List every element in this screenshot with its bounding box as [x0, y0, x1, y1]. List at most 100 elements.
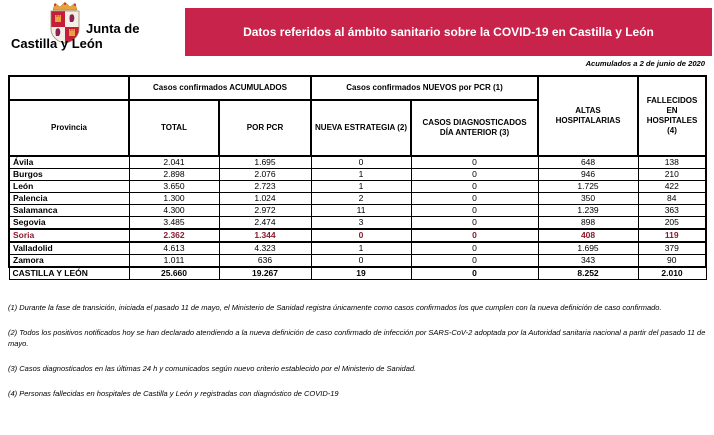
table-row: León 3.650 2.723 1 0 1.725 422 [8, 180, 708, 193]
table-row: Ávila 2.041 1.695 0 0 648 138 [8, 155, 708, 169]
value-cell: 4.300 [128, 204, 220, 217]
value-cell: 90 [637, 254, 708, 268]
value-cell: 343 [537, 254, 639, 268]
value-cell: 422 [637, 180, 708, 193]
value-cell: 205 [637, 216, 708, 230]
value-cell: 2.474 [218, 216, 312, 230]
value-cell: 0 [310, 155, 412, 169]
value-cell: 4.613 [128, 241, 220, 255]
table-sub-header-row: Provincia TOTAL POR PCR NUEVA ESTRATEGIA… [8, 99, 706, 157]
value-cell: 0 [410, 228, 539, 243]
value-cell: 3.650 [128, 180, 220, 193]
value-cell: 210 [637, 168, 708, 181]
value-cell: 636 [218, 254, 312, 268]
value-cell: 363 [637, 204, 708, 217]
value-cell: 350 [537, 192, 639, 205]
value-cell: 84 [637, 192, 708, 205]
table-row: Palencia 1.300 1.024 2 0 350 84 [8, 192, 708, 205]
footnote-3: (3) Casos diagnosticados en las últimas … [8, 363, 417, 373]
junta-logo: Junta de Castilla y León [0, 0, 180, 56]
value-cell: 1.024 [218, 192, 312, 205]
value-cell: 898 [537, 216, 639, 230]
value-cell: 4.323 [218, 241, 312, 255]
province-cell: Valladolid [8, 241, 130, 255]
group-header-new-pcr: Casos confirmados NUEVOS por PCR (1) [310, 75, 540, 101]
col-header-nueva-estrategia: NUEVA ESTRATEGIA (2) [310, 99, 413, 157]
total-row-fallecidos: 2.010 [637, 266, 707, 280]
province-cell: Palencia [8, 192, 130, 205]
total-row-label: CASTILLA Y LEÓN [8, 266, 130, 280]
value-cell: 408 [537, 228, 639, 243]
value-cell: 0 [310, 228, 412, 243]
total-row-nueva: 19 [310, 266, 412, 280]
coat-of-arms-icon [50, 2, 80, 44]
province-cell: Burgos [8, 168, 130, 181]
value-cell: 3.485 [128, 216, 220, 230]
value-cell: 2.898 [128, 168, 220, 181]
col-header-casos-diagnosticados: CASOS DIAGNOSTICADOS DÍA ANTERIOR (3) [410, 99, 540, 157]
value-cell: 2.076 [218, 168, 312, 181]
table-group-header-row: Casos confirmados ACUMULADOS Casos confi… [8, 75, 708, 157]
logo-text-line2: Castilla y León [11, 36, 103, 51]
footnote-2: (2) Todos los positivos notificados hoy … [8, 327, 706, 348]
logo-text-line1: Junta de [86, 21, 140, 36]
blank-corner-cell [8, 75, 130, 101]
value-cell: 1.300 [128, 192, 220, 205]
value-cell: 1.695 [537, 241, 639, 255]
value-cell: 0 [410, 204, 539, 217]
value-cell: 0 [410, 180, 539, 193]
value-cell: 2.362 [128, 228, 220, 243]
value-cell: 0 [410, 216, 539, 230]
value-cell: 2.723 [218, 180, 312, 193]
province-cell: Zamora [8, 254, 130, 268]
value-cell: 648 [537, 155, 639, 169]
value-cell: 0 [410, 192, 539, 205]
value-cell: 1.344 [218, 228, 312, 243]
footnote-4: (4) Personas fallecidas en hospitales de… [8, 388, 339, 398]
col-header-provincia: Provincia [8, 99, 130, 157]
value-cell: 946 [537, 168, 639, 181]
value-cell: 1.725 [537, 180, 639, 193]
value-cell: 1.011 [128, 254, 220, 268]
col-header-total: TOTAL [128, 99, 220, 157]
table-row: Soria 2.362 1.344 0 0 408 119 [8, 228, 708, 243]
footnotes: (1) Durante la fase de transición, inici… [8, 303, 708, 413]
value-cell: 2.041 [128, 155, 220, 169]
value-cell: 1.695 [218, 155, 312, 169]
value-cell: 0 [410, 254, 539, 268]
accumulated-date-label: Acumulados a 2 de junio de 2020 [585, 59, 705, 68]
table-row: Burgos 2.898 2.076 1 0 946 210 [8, 168, 708, 181]
title-banner: Datos referidos al ámbito sanitario sobr… [185, 8, 712, 56]
value-cell: 0 [410, 155, 539, 169]
value-cell: 379 [637, 241, 708, 255]
covid-data-table: Casos confirmados ACUMULADOS Casos confi… [8, 75, 708, 280]
footnote-1: (1) Durante la fase de transición, inici… [8, 303, 662, 312]
total-row-por-pcr: 19.267 [218, 266, 312, 280]
province-cell: Soria [8, 228, 130, 243]
value-cell: 1 [310, 241, 412, 255]
total-row-diag: 0 [410, 266, 539, 280]
value-cell: 1 [310, 180, 412, 193]
total-row-total: 25.660 [128, 266, 220, 280]
total-row: CASTILLA Y LEÓN 25.660 19.267 19 0 8.252… [8, 266, 707, 280]
col-header-fallecidos: FALLECIDOS EN HOSPITALES (4) [637, 75, 708, 157]
value-cell: 138 [637, 155, 708, 169]
value-cell: 3 [310, 216, 412, 230]
table-row: Valladolid 4.613 4.323 1 0 1.695 379 [8, 241, 708, 255]
group-header-accumulated: Casos confirmados ACUMULADOS [127, 75, 313, 101]
value-cell: 119 [637, 228, 708, 243]
value-cell: 2 [310, 192, 412, 205]
total-row-altas: 8.252 [537, 266, 639, 280]
province-cell: Segovia [8, 216, 130, 230]
province-cell: Ávila [8, 155, 130, 169]
value-cell: 1 [310, 168, 412, 181]
table-row: Zamora 1.011 636 0 0 343 90 [8, 254, 708, 268]
col-header-por-pcr: POR PCR [217, 99, 313, 157]
page-title: Datos referidos al ámbito sanitario sobr… [243, 25, 654, 39]
table-row: Segovia 3.485 2.474 3 0 898 205 [8, 216, 708, 230]
value-cell: 0 [310, 254, 412, 268]
value-cell: 1.239 [537, 204, 639, 217]
value-cell: 0 [410, 241, 539, 255]
value-cell: 11 [310, 204, 412, 217]
province-cell: Salamanca [8, 204, 130, 217]
